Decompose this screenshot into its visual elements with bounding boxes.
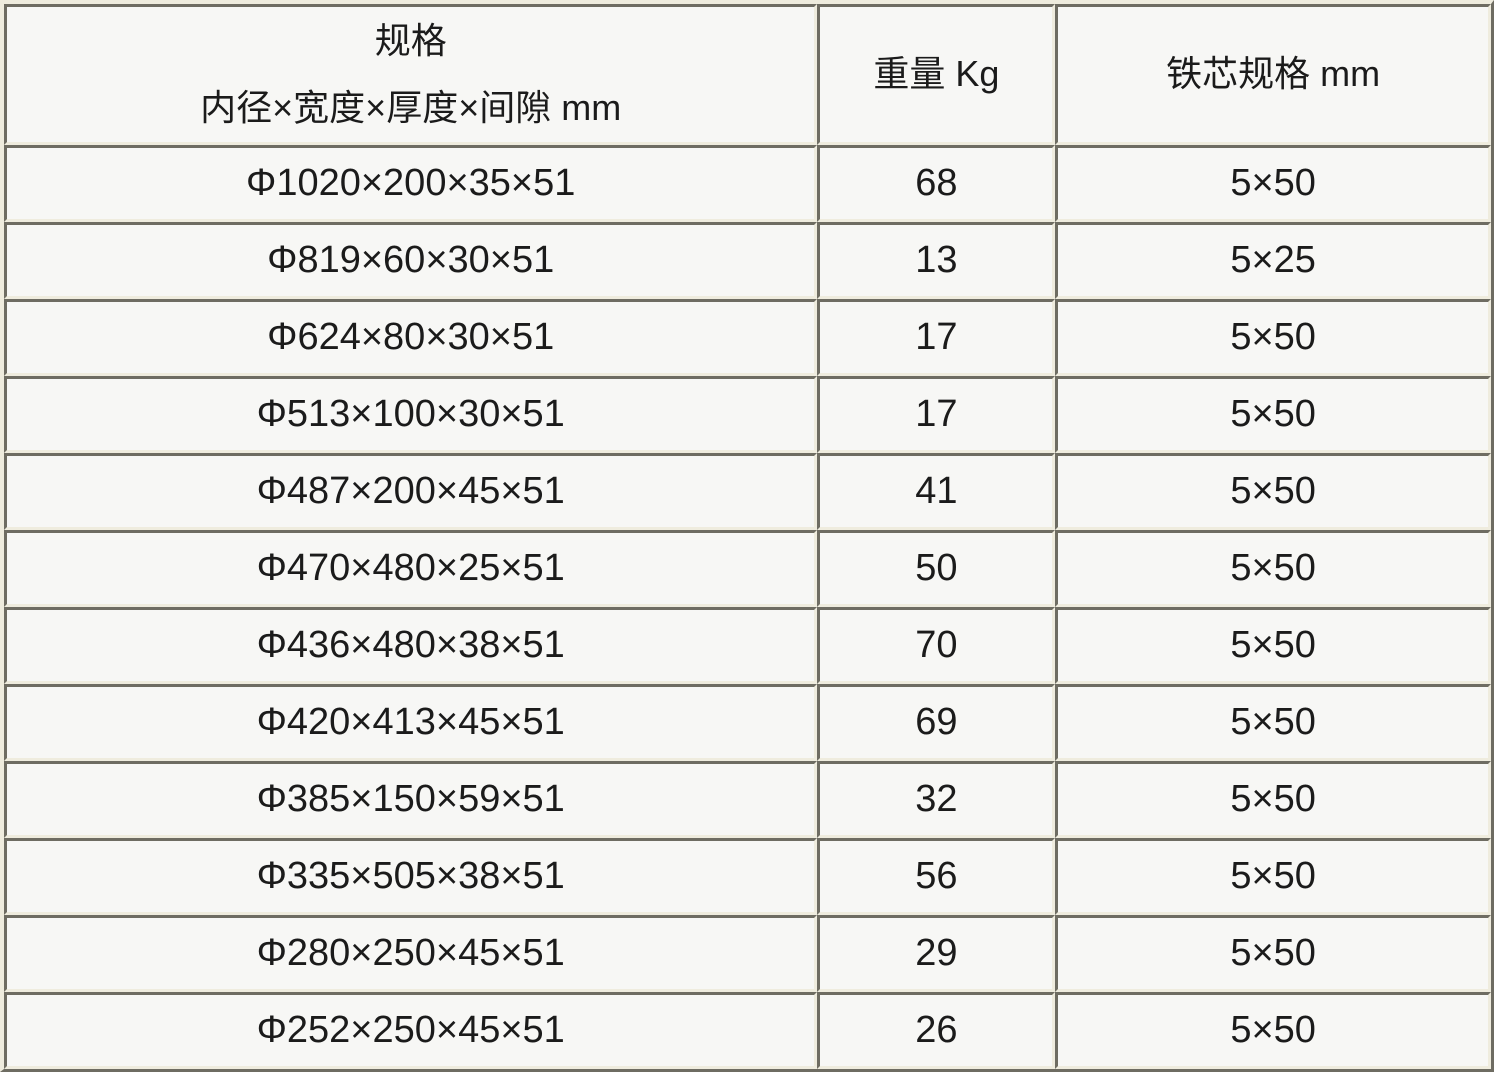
spec-cell: Φ385×150×59×51 <box>4 761 818 838</box>
table-row: Φ819×60×30×51 13 5×25 <box>4 222 1491 299</box>
table-row: Φ335×505×38×51 56 5×50 <box>4 838 1491 915</box>
weight-cell: 41 <box>817 453 1056 530</box>
core-cell: 5×50 <box>1055 299 1491 376</box>
weight-cell: 29 <box>817 915 1056 992</box>
weight-cell: 68 <box>817 145 1056 222</box>
core-cell: 5×50 <box>1055 376 1491 453</box>
table-row: Φ513×100×30×51 17 5×50 <box>4 376 1491 453</box>
core-cell: 5×25 <box>1055 222 1491 299</box>
spec-cell: Φ280×250×45×51 <box>4 915 818 992</box>
weight-cell: 17 <box>817 299 1056 376</box>
col-header-core: 铁芯规格 mm <box>1055 4 1491 145</box>
core-cell: 5×50 <box>1055 453 1491 530</box>
spec-cell: Φ819×60×30×51 <box>4 222 818 299</box>
table-row: Φ624×80×30×51 17 5×50 <box>4 299 1491 376</box>
table-row: Φ487×200×45×51 41 5×50 <box>4 453 1491 530</box>
col-header-core-label: 铁芯规格 mm <box>1166 53 1381 95</box>
table-row: Φ385×150×59×51 32 5×50 <box>4 761 1491 838</box>
spec-cell: Φ335×505×38×51 <box>4 838 818 915</box>
spec-cell: Φ513×100×30×51 <box>4 376 818 453</box>
core-cell: 5×50 <box>1055 838 1491 915</box>
weight-cell: 69 <box>817 684 1056 761</box>
spec-cell: Φ1020×200×35×51 <box>4 145 818 222</box>
weight-cell: 32 <box>817 761 1056 838</box>
weight-cell: 56 <box>817 838 1056 915</box>
spec-table-body: Φ1020×200×35×51 68 5×50 Φ819×60×30×51 13 5×25… <box>4 145 1491 1069</box>
table-row: Φ470×480×25×51 50 5×50 <box>4 530 1491 607</box>
table-row: Φ280×250×45×51 29 5×50 <box>4 915 1491 992</box>
weight-cell: 70 <box>817 607 1056 684</box>
spec-cell: Φ624×80×30×51 <box>4 299 818 376</box>
core-cell: 5×50 <box>1055 145 1491 222</box>
table-row: Φ420×413×45×51 69 5×50 <box>4 684 1491 761</box>
core-cell: 5×50 <box>1055 761 1491 838</box>
spec-cell: Φ420×413×45×51 <box>4 684 818 761</box>
weight-cell: 26 <box>817 992 1056 1069</box>
weight-cell: 50 <box>817 530 1056 607</box>
spec-cell: Φ436×480×38×51 <box>4 607 818 684</box>
spec-cell: Φ252×250×45×51 <box>4 992 818 1069</box>
weight-cell: 13 <box>817 222 1056 299</box>
spec-cell: Φ470×480×25×51 <box>4 530 818 607</box>
header-row: 规格 内径×宽度×厚度×间隙 mm 重量 Kg 铁芯规格 mm <box>4 4 1491 145</box>
col-header-spec-title: 规格 <box>374 19 447 61</box>
weight-cell: 17 <box>817 376 1056 453</box>
table-row: Φ252×250×45×51 26 5×50 <box>4 992 1491 1069</box>
core-cell: 5×50 <box>1055 530 1491 607</box>
col-header-weight: 重量 Kg <box>817 4 1056 145</box>
col-header-weight-label: 重量 Kg <box>873 53 1000 95</box>
col-header-spec-subtitle: 内径×宽度×厚度×间隙 mm <box>200 86 622 128</box>
spec-table-header: 规格 内径×宽度×厚度×间隙 mm 重量 Kg 铁芯规格 mm <box>4 4 1491 145</box>
core-cell: 5×50 <box>1055 607 1491 684</box>
table-row: Φ1020×200×35×51 68 5×50 <box>4 145 1491 222</box>
core-cell: 5×50 <box>1055 684 1491 761</box>
spec-cell: Φ487×200×45×51 <box>4 453 818 530</box>
core-cell: 5×50 <box>1055 992 1491 1069</box>
core-cell: 5×50 <box>1055 915 1491 992</box>
col-header-spec: 规格 内径×宽度×厚度×间隙 mm <box>4 4 818 145</box>
table-row: Φ436×480×38×51 70 5×50 <box>4 607 1491 684</box>
